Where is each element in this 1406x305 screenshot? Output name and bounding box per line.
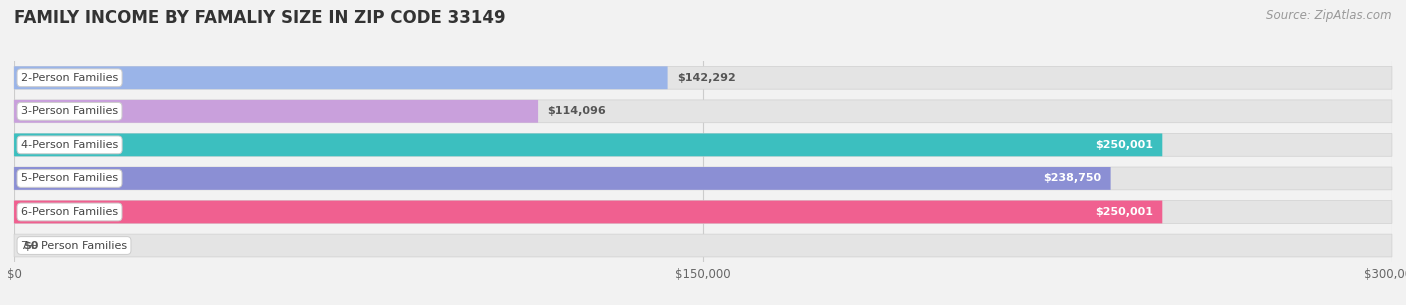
FancyBboxPatch shape — [14, 234, 1392, 257]
FancyBboxPatch shape — [14, 66, 668, 89]
Text: 4-Person Families: 4-Person Families — [21, 140, 118, 150]
FancyBboxPatch shape — [14, 100, 538, 123]
Text: $250,001: $250,001 — [1095, 140, 1153, 150]
Text: $0: $0 — [24, 241, 38, 250]
Text: Source: ZipAtlas.com: Source: ZipAtlas.com — [1267, 9, 1392, 22]
Text: 7+ Person Families: 7+ Person Families — [21, 241, 127, 250]
Text: 6-Person Families: 6-Person Families — [21, 207, 118, 217]
FancyBboxPatch shape — [14, 66, 1392, 89]
Text: FAMILY INCOME BY FAMALIY SIZE IN ZIP CODE 33149: FAMILY INCOME BY FAMALIY SIZE IN ZIP COD… — [14, 9, 506, 27]
FancyBboxPatch shape — [14, 167, 1392, 190]
FancyBboxPatch shape — [14, 201, 1392, 223]
FancyBboxPatch shape — [14, 100, 1392, 123]
Text: 3-Person Families: 3-Person Families — [21, 106, 118, 116]
FancyBboxPatch shape — [14, 134, 1163, 156]
Text: $238,750: $238,750 — [1043, 174, 1101, 183]
Text: $114,096: $114,096 — [547, 106, 606, 116]
Text: 2-Person Families: 2-Person Families — [21, 73, 118, 83]
FancyBboxPatch shape — [14, 201, 1163, 223]
FancyBboxPatch shape — [14, 134, 1392, 156]
Text: $250,001: $250,001 — [1095, 207, 1153, 217]
Text: $142,292: $142,292 — [676, 73, 735, 83]
Text: 5-Person Families: 5-Person Families — [21, 174, 118, 183]
FancyBboxPatch shape — [14, 167, 1111, 190]
